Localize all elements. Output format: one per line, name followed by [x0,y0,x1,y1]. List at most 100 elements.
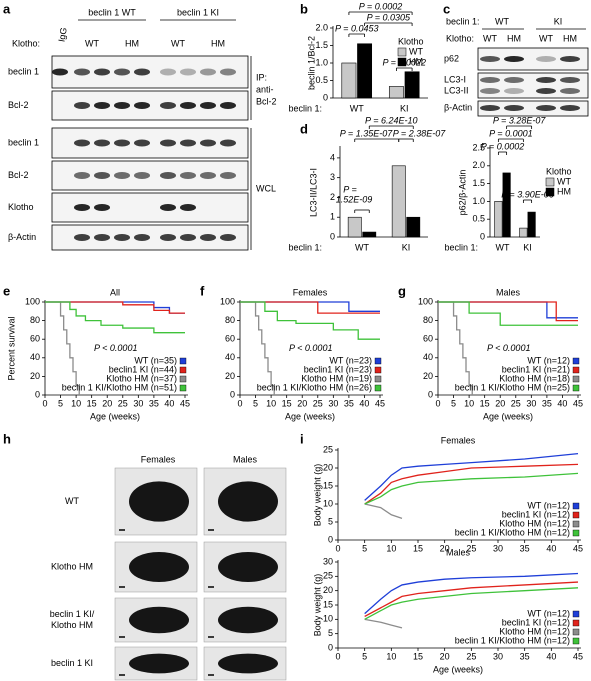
band [560,56,580,62]
y-tick-label: 5 [328,516,333,526]
y-tick-label: 40 [225,352,235,362]
band [220,139,236,147]
x-tick-label: KI [400,103,409,113]
y-tick-label: 60 [225,334,235,344]
y-tick-label: 30 [323,556,333,566]
series-line [364,572,579,615]
lane-label: WT [483,33,497,43]
band [560,105,580,111]
row-label: Klotho [8,202,34,212]
series-line [45,301,185,314]
row-label: Bcl-2 [8,170,29,180]
x-tick-label: 40 [546,543,556,553]
x-tick-label: 40 [359,398,369,408]
band [114,102,130,109]
blot-row [477,100,589,117]
series-line [364,581,579,618]
legend-label: beclin1 KI (n=23) [304,364,372,374]
mouse [218,481,278,522]
y-tick-label: 20 [423,371,433,381]
x-tick-label: 25 [313,398,323,408]
lane-label: HM [211,38,225,48]
band [74,139,90,147]
x-tick-label: 20 [495,398,505,408]
band [220,234,236,241]
chart-title: Males [446,547,471,557]
y-tick-label: 80 [225,315,235,325]
y-tick-label: 4 [330,152,335,162]
panel-label: a [3,1,11,16]
lane-label: WT [539,33,553,43]
x-tick-label: 0 [435,398,440,408]
series-line [364,503,403,520]
series-line [438,301,473,395]
column-label: Males [233,454,258,464]
blot-row [477,72,589,99]
y-tick-label: 10 [323,614,333,624]
band [94,234,110,241]
y-tick-label: 0 [230,389,235,399]
annotation: P = [343,184,356,194]
y-tick-label: 100 [220,296,235,306]
x-tick-label: 45 [573,651,583,661]
annotation: P = 3.28E-07 [493,115,546,125]
series-line [240,301,275,395]
band [134,102,150,109]
x-tick-label: 15 [413,543,423,553]
mouse [218,552,278,582]
legend-label: beclin1 KI (n=44) [109,364,177,374]
annotation: P = 0.0001 [489,128,532,138]
x-tick-label: 20 [102,398,112,408]
y-tick-label: 2.0 [315,22,328,32]
x-axis-label: beclin 1: [288,103,322,113]
x-tick-label: 20 [440,543,450,553]
series-line [364,452,579,501]
x-tick-label: 10 [386,651,396,661]
x-tick-label: 45 [375,398,385,408]
y-tick-label: 80 [423,315,433,325]
band [160,139,176,147]
band [180,234,196,241]
legend-title: Klotho [546,166,572,176]
band [74,68,90,76]
series-line [364,472,579,505]
legend-label: WT (n=12) [527,608,570,618]
panel-label: g [398,283,406,298]
ip-label: IP: [256,72,267,82]
x-tick-label: 45 [573,398,583,408]
series-line [438,301,578,319]
legend-swatch [374,375,382,383]
band [180,172,196,179]
group-label: beclin 1 WT [88,7,136,17]
y-tick-label: 1.5 [315,40,328,50]
band [220,102,236,109]
band [114,234,130,241]
y-tick-label: 100 [418,296,433,306]
row-label: β-Actin [444,102,472,112]
y-tick-label: 80 [30,315,40,325]
x-tick-label: KI [402,242,411,252]
chart-title: Males [496,287,521,297]
legend-swatch [374,384,382,392]
panel-label: e [3,283,10,298]
legend-swatch [572,628,580,636]
band [220,172,236,179]
band [536,77,556,83]
band [504,56,524,62]
band [94,68,110,76]
x-tick-label: WT [355,242,369,252]
band [134,68,150,76]
band [504,88,524,94]
annotation: P = 3.90E-06 [501,189,553,199]
band [74,234,90,241]
legend-swatch [572,619,580,627]
x-tick-label: 5 [58,398,63,408]
bar [527,211,536,238]
band [480,56,500,62]
x-tick-label: 35 [344,398,354,408]
x-tick-label: KI [523,242,532,252]
legend-label: beclin 1 KI/Klotho HM (n=12) [455,635,570,645]
chart-title: Females [441,435,476,445]
lane-label: WT [171,38,185,48]
x-tick-label: 5 [362,651,367,661]
